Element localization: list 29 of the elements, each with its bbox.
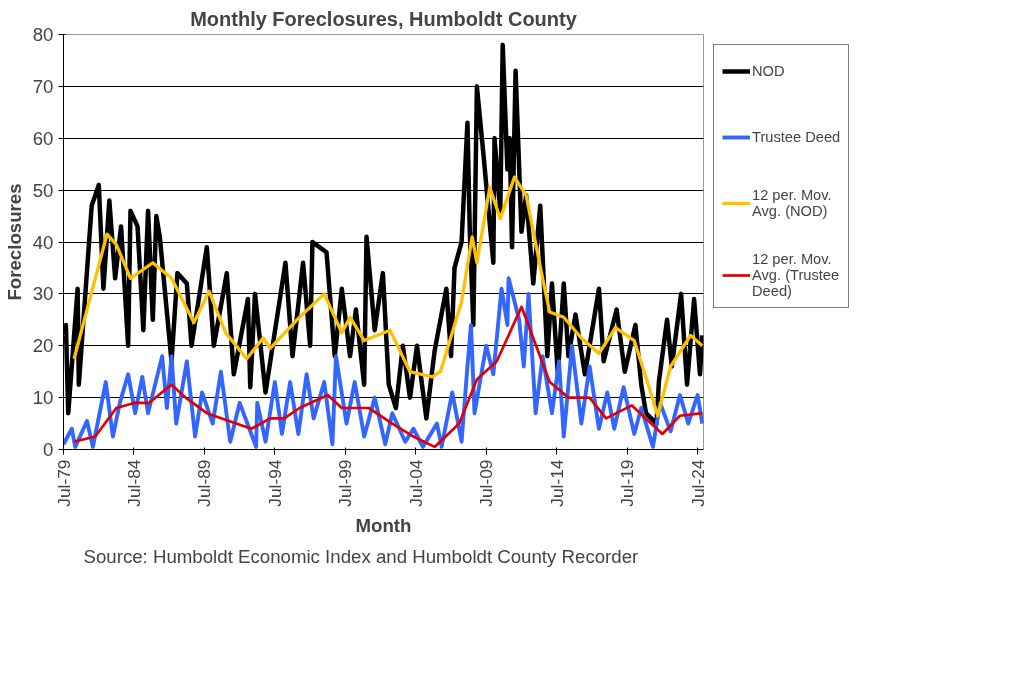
source-note: Source: Humboldt Economic Index and Humboldt County Recorder	[83, 545, 639, 567]
y-tick-label: 20	[32, 335, 54, 357]
line-series	[72, 175, 704, 418]
legend-label: NOD	[752, 62, 785, 81]
legend-label: Trustee Deed	[752, 128, 841, 147]
x-tick-label: Jul-89	[194, 459, 215, 507]
x-tick-label: Jul-94	[264, 459, 285, 507]
y-tick-label: 70	[32, 75, 54, 97]
y-tick-label: 50	[32, 179, 54, 201]
chart-title: Monthly Foreclosures, Humboldt County	[190, 7, 578, 30]
x-tick-label: Jul-04	[405, 459, 426, 507]
legend-label: 12 per. Mov. Avg. (Trustee Deed)	[752, 251, 840, 299]
x-tick-label: Jul-09	[476, 459, 497, 507]
x-tick-label: Jul-19	[617, 459, 638, 507]
y-tick-label: 60	[32, 127, 54, 149]
x-tick-label: Jul-99	[335, 459, 356, 507]
y-axis-title: Foreclosures	[3, 183, 25, 301]
x-tick-label: Jul-79	[53, 459, 74, 507]
x-tick-label: Jul-24	[687, 459, 708, 507]
legend-label: 12 per. Mov. Avg. (NOD)	[752, 186, 832, 221]
line-series	[72, 305, 704, 449]
y-tick-label: 80	[32, 24, 54, 45]
x-tick-label: Jul-84	[123, 459, 144, 507]
y-tick-label: 40	[32, 231, 54, 253]
y-tick-label: 30	[32, 283, 54, 305]
y-tick-label: 10	[32, 387, 54, 409]
x-tick-label: Jul-14	[546, 459, 567, 507]
y-tick-label: 0	[43, 439, 54, 460]
x-axis-title: Month	[355, 514, 412, 536]
